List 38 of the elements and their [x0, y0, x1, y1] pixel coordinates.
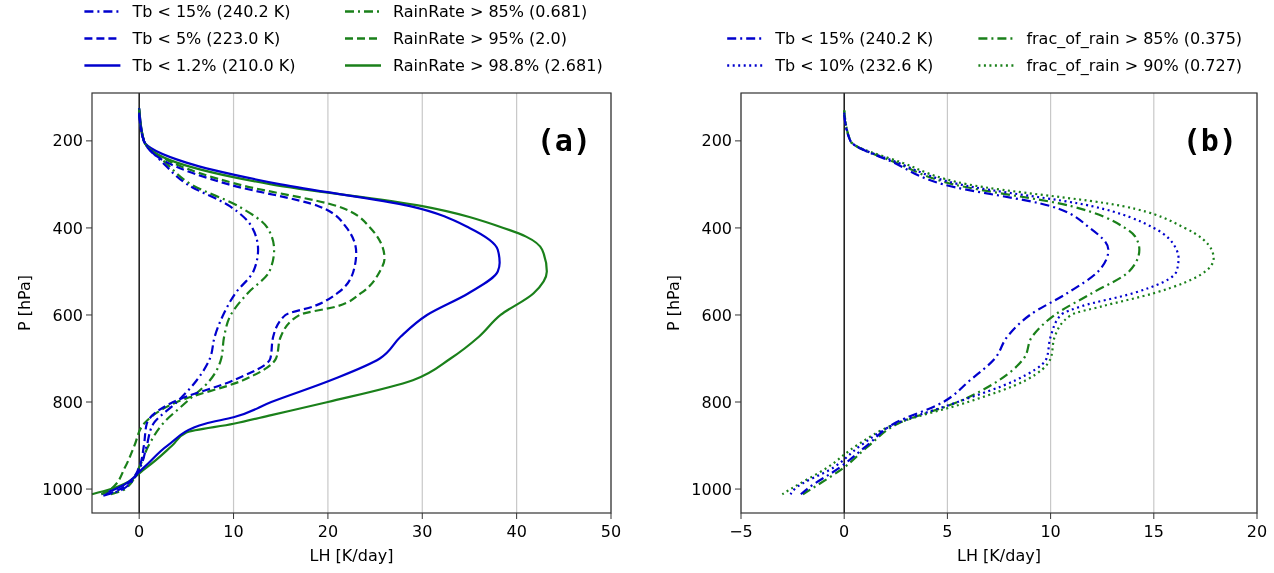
y-tick-label: 600 [52, 305, 83, 325]
legend-label: RainRate > 98.8% (2.681) [393, 56, 603, 76]
x-tick-label: 30 [412, 522, 433, 541]
x-tick-label: 50 [600, 522, 622, 541]
y-tick-label: 200 [701, 131, 732, 151]
legend-label: RainRate > 85% (0.681) [393, 2, 588, 22]
legend-label: Tb < 5% (223.0 K) [131, 29, 281, 49]
x-axis-title: LH [K/day] [957, 546, 1041, 565]
y-tick-label: 1000 [42, 479, 83, 499]
y-tick-label: 400 [701, 218, 732, 238]
x-tick-label: 0 [839, 522, 850, 541]
y-tick-label: 1000 [691, 479, 732, 499]
legend-label: Tb < 15% (240.2 K) [131, 2, 291, 22]
annotation: (b) [1182, 123, 1237, 158]
y-tick-label: 800 [52, 392, 83, 412]
y-tick-label: 600 [701, 305, 732, 325]
legend-label: RainRate > 95% (2.0) [393, 29, 567, 49]
x-tick-label: 5 [942, 522, 953, 541]
legend-label: Tb < 1.2% (210.0 K) [131, 56, 296, 76]
y-tick-label: 400 [52, 218, 83, 238]
legend-label: Tb < 10% (232.6 K) [774, 56, 934, 76]
y-tick-label: 800 [701, 392, 732, 412]
y-axis-title: P [hPa] [664, 274, 683, 332]
y-tick-label: 200 [52, 131, 83, 151]
x-tick-label: 20 [1246, 522, 1268, 541]
x-axis-title: LH [K/day] [309, 546, 394, 565]
x-tick-label: 10 [223, 522, 244, 541]
y-axis-title: P [hPa] [15, 274, 34, 332]
legend-label: frac_of_rain > 90% (0.727) [1026, 56, 1243, 77]
x-tick-label: 20 [317, 522, 339, 541]
x-tick-label: 10 [1040, 522, 1061, 541]
legend-label: Tb < 15% (240.2 K) [774, 29, 934, 49]
x-tick-label: 40 [506, 522, 527, 541]
x-tick-label: 15 [1143, 522, 1164, 541]
x-tick-label: −5 [729, 522, 753, 541]
x-tick-label: 0 [134, 522, 145, 541]
annotation: (a) [536, 123, 591, 158]
legend-label: frac_of_rain > 85% (0.375) [1026, 29, 1243, 50]
